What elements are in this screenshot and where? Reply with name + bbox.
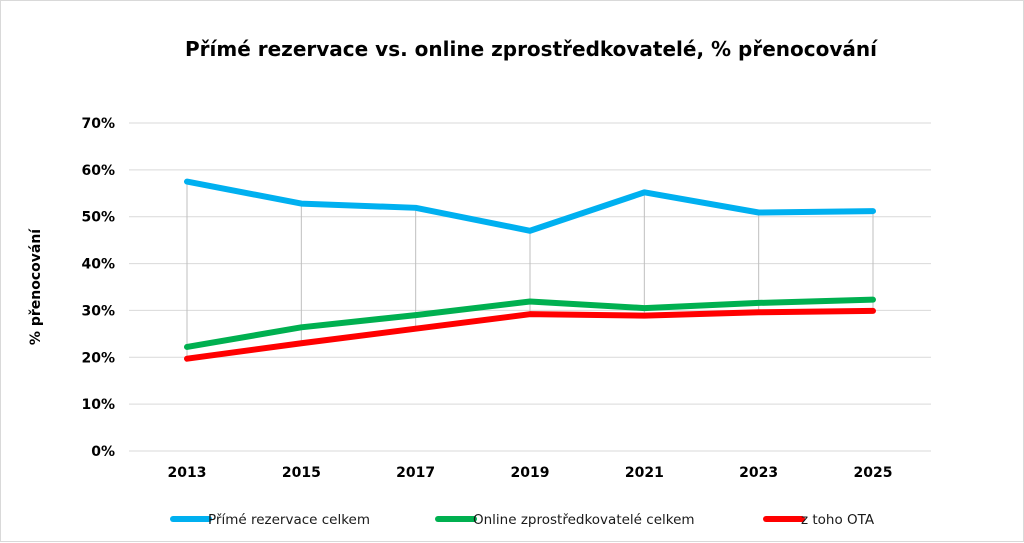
y-tick-label: 60% xyxy=(81,163,115,179)
x-tick-label: 2021 xyxy=(625,465,664,481)
y-tick-label: 20% xyxy=(81,350,115,366)
y-axis-ticks: 0% 10% 20% 30% 40% 50% 60% 70% xyxy=(81,116,115,460)
y-tick-label: 50% xyxy=(81,210,115,226)
x-tick-label: 2015 xyxy=(282,465,321,481)
x-tick-label: 2025 xyxy=(854,465,893,481)
x-axis-ticks: 2013 2015 2017 2019 2021 2023 2025 xyxy=(168,465,893,481)
y-tick-label: 0% xyxy=(91,444,115,460)
y-tick-label: 70% xyxy=(81,116,115,132)
legend-label: Přímé rezervace celkem xyxy=(208,512,370,528)
y-tick-label: 10% xyxy=(81,397,115,413)
legend-label: z toho OTA xyxy=(801,512,875,528)
y-tick-label: 40% xyxy=(81,257,115,273)
x-tick-label: 2019 xyxy=(511,465,550,481)
x-tick-label: 2017 xyxy=(396,465,435,481)
y-tick-label: 30% xyxy=(81,303,115,319)
y-axis-label: % přenocování xyxy=(28,228,44,345)
series-line xyxy=(184,178,876,234)
chart-title: Přímé rezervace vs. online zprostředkova… xyxy=(185,37,878,61)
x-tick-label: 2013 xyxy=(168,465,207,481)
series-line xyxy=(184,307,876,362)
series-line xyxy=(184,296,876,350)
legend: Přímé rezervace celkem Online zprostředko… xyxy=(170,512,875,528)
drop-lines xyxy=(186,181,874,359)
series-lines xyxy=(184,178,876,362)
legend-label: Online zprostředkovatelé celkem xyxy=(473,512,695,528)
x-tick-label: 2023 xyxy=(739,465,778,481)
